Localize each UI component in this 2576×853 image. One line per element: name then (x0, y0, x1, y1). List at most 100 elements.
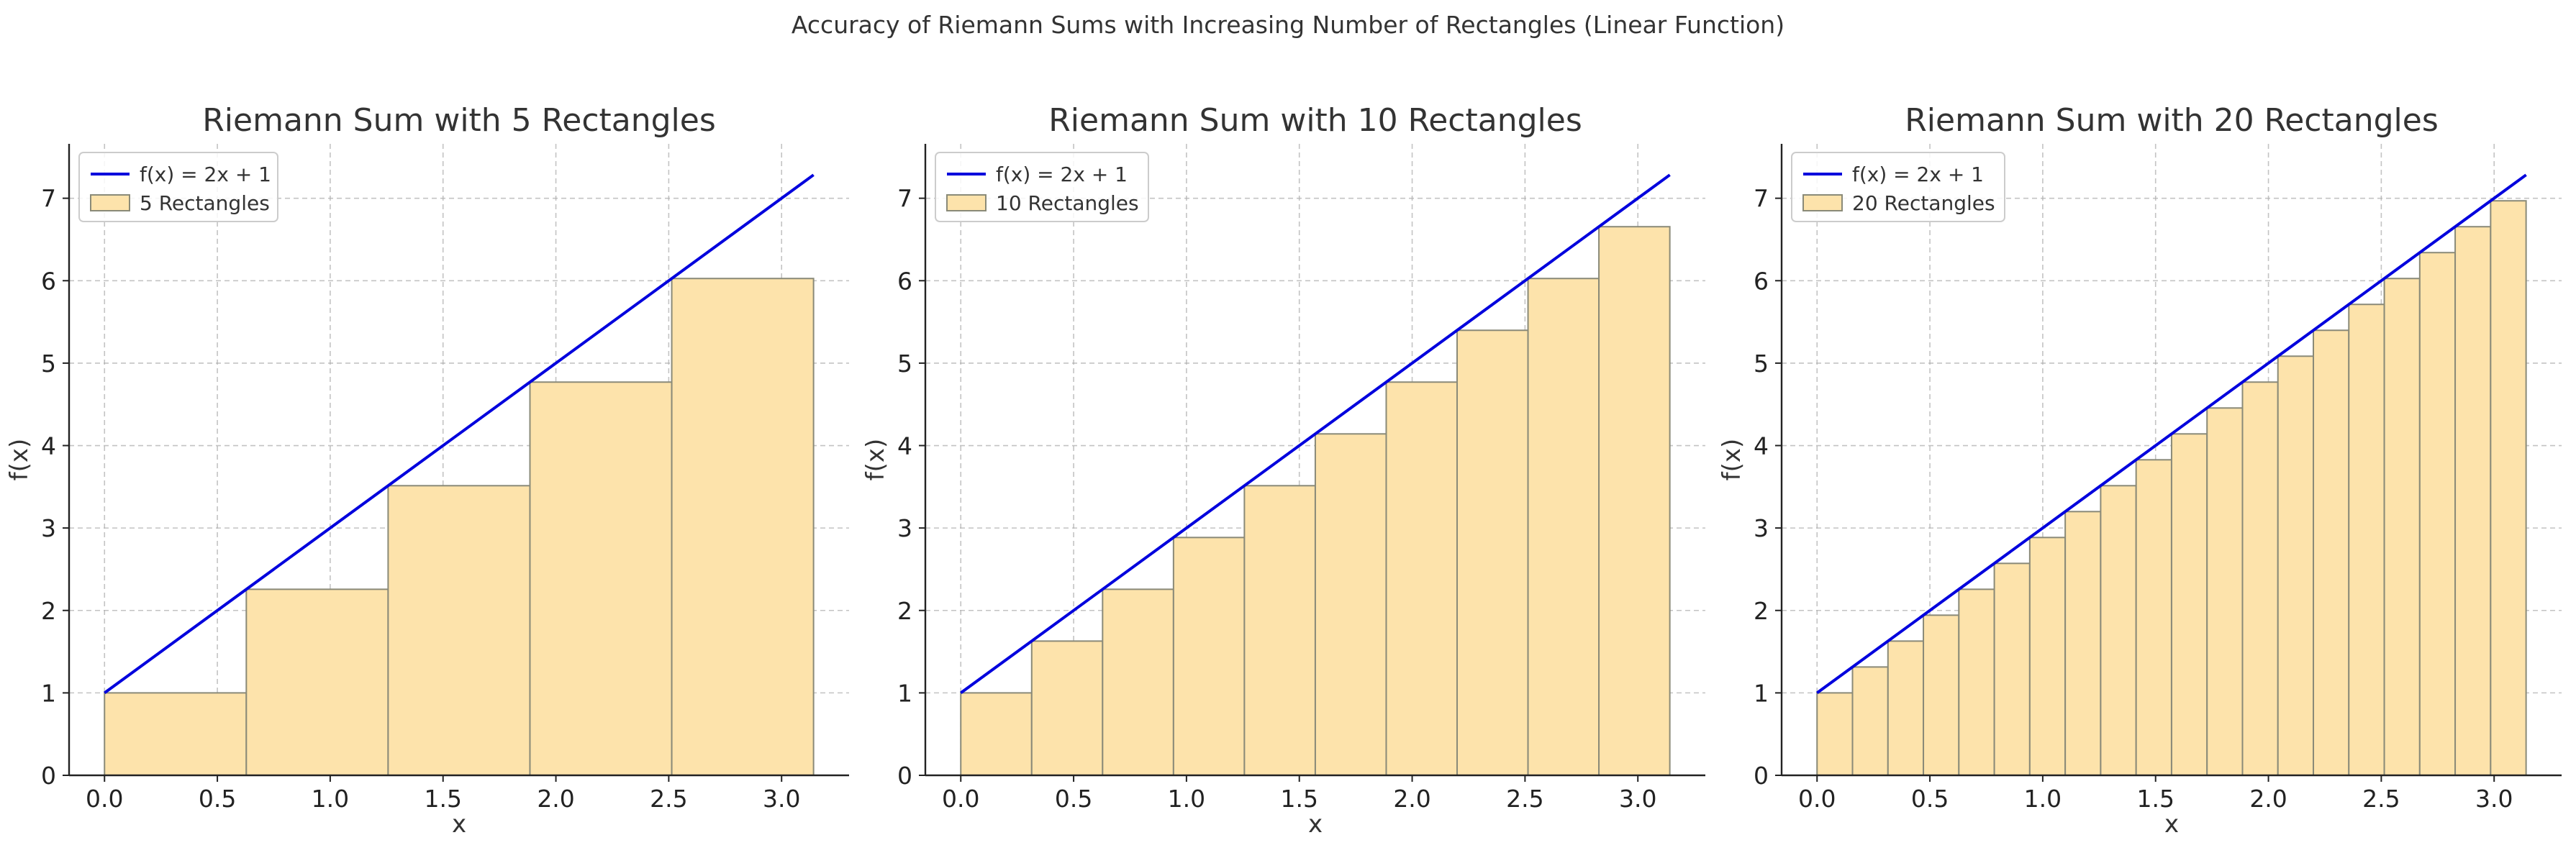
riemann-rectangle (1958, 588, 1995, 776)
legend-box (935, 152, 1149, 222)
riemann-rectangle (1923, 614, 1960, 776)
riemann-rectangle (1851, 666, 1889, 777)
x-tick-label: 1.5 (2136, 785, 2174, 813)
x-tick-label: 0.0 (942, 785, 979, 813)
y-tick-label: 7 (897, 185, 912, 213)
riemann-rectangle (1598, 226, 1671, 776)
x-tick-label: 2.0 (537, 785, 574, 813)
riemann-rectangles (104, 278, 815, 777)
function-line (960, 173, 1671, 694)
figure-suptitle: Accuracy of Riemann Sums with Increasing… (792, 11, 1784, 39)
legend-label-rectangles: 10 Rectangles (996, 191, 1139, 215)
riemann-rectangle (671, 278, 815, 776)
x-tick-label: 1.0 (2024, 785, 2062, 813)
riemann-rectangle (1456, 329, 1529, 776)
legend-label-function: f(x) = 2x + 1 (140, 163, 271, 186)
y-tick-label: 2 (897, 597, 912, 625)
riemann-rectangle (2170, 433, 2208, 777)
y-tick-label: 4 (41, 432, 56, 460)
riemann-rectangle (2277, 355, 2315, 776)
legend-label-function: f(x) = 2x + 1 (1852, 163, 1984, 186)
x-tick-label: 1.0 (312, 785, 349, 813)
y-tick-label: 5 (1754, 350, 1769, 378)
y-tick-label: 2 (1754, 597, 1769, 625)
function-line (1816, 173, 2527, 694)
riemann-rectangle (1030, 640, 1104, 776)
riemann-rectangle (1385, 381, 1459, 776)
panel-20-rectangles: 0.0 0.5 1.0 1.5 2.0 2.5 3.0 0 1 2 3 4 5 6 7 Riemann Sum… (1718, 102, 2562, 839)
x-tick-label: 3.0 (763, 785, 800, 813)
x-tick-label: 2.5 (650, 785, 687, 813)
x-axis-label: x (1308, 810, 1323, 839)
legend: f(x) = 2x + 1 5 Rectangles (78, 152, 278, 222)
riemann-rectangle (2383, 278, 2421, 776)
x-tick-label: 1.5 (1280, 785, 1318, 813)
legend: f(x) = 2x + 1 10 Rectangles (935, 152, 1149, 222)
riemann-rectangle (1527, 278, 1600, 776)
x-axis-label: x (452, 810, 466, 839)
riemann-rectangle (2454, 226, 2492, 776)
y-tick-label: 4 (897, 432, 912, 460)
riemann-rectangle (2313, 329, 2350, 776)
legend-rect-swatch (90, 194, 130, 211)
x-tick-label: 0.5 (1911, 785, 1949, 813)
y-tick-label: 1 (1754, 679, 1769, 707)
legend-label-function: f(x) = 2x + 1 (996, 163, 1128, 186)
x-tick-label: 0.5 (199, 785, 236, 813)
riemann-rectangle (1993, 562, 2031, 777)
riemann-rectangle (1314, 433, 1387, 777)
y-tick-label: 3 (41, 514, 56, 542)
legend-box (1791, 152, 2005, 222)
x-tick-label: 0.0 (86, 785, 123, 813)
legend-label-rectangles: 20 Rectangles (1852, 191, 1995, 215)
y-axis-label: f(x) (861, 439, 890, 481)
legend: f(x) = 2x + 1 20 Rectangles (1791, 152, 2005, 222)
riemann-rectangle (245, 588, 389, 776)
y-tick-label: 4 (1754, 432, 1769, 460)
riemann-rectangle (1172, 537, 1246, 777)
y-tick-label: 5 (41, 350, 56, 378)
y-tick-label: 6 (41, 267, 56, 295)
riemann-rectangle (2206, 407, 2244, 776)
y-tick-label: 6 (1754, 267, 1769, 295)
riemann-rectangle (387, 485, 531, 776)
y-axis-label: f(x) (1718, 439, 1746, 481)
y-tick-label: 1 (897, 679, 912, 707)
riemann-rectangles (960, 226, 1671, 777)
y-tick-label: 0 (41, 762, 56, 790)
function-line (104, 173, 815, 694)
legend-rect-swatch (1802, 194, 1843, 211)
x-tick-label: 2.0 (2249, 785, 2287, 813)
riemann-rectangles (1816, 200, 2527, 777)
x-tick-label: 0.5 (1055, 785, 1092, 813)
riemann-rectangle (2064, 511, 2102, 776)
y-tick-label: 3 (897, 514, 912, 542)
panel-title: Riemann Sum with 20 Rectangles (1905, 102, 2439, 139)
panel-title: Riemann Sum with 5 Rectangles (202, 102, 716, 139)
riemann-rectangle (1816, 692, 1854, 777)
riemann-rectangle (1887, 640, 1925, 776)
x-tick-label: 1.5 (424, 785, 461, 813)
y-tick-label: 0 (897, 762, 912, 790)
y-tick-label: 3 (1754, 514, 1769, 542)
y-tick-label: 6 (897, 267, 912, 295)
y-tick-label: 1 (41, 679, 56, 707)
riemann-rectangle (2028, 537, 2067, 777)
riemann-rectangle (2135, 459, 2172, 777)
x-tick-label: 0.0 (1798, 785, 1836, 813)
legend-label-rectangles: 5 Rectangles (140, 191, 270, 215)
y-tick-label: 2 (41, 597, 56, 625)
x-tick-label: 2.5 (2362, 785, 2400, 813)
x-tick-label: 1.0 (1168, 785, 1205, 813)
riemann-rectangle (104, 692, 248, 777)
riemann-rectangle (2241, 381, 2279, 776)
panel-10-rectangles: 0.0 0.5 1.0 1.5 2.0 2.5 3.0 0 1 2 3 4 5 6 7 Riemann Sum… (861, 102, 1705, 839)
y-tick-label: 5 (897, 350, 912, 378)
riemann-rectangle (2490, 200, 2527, 777)
y-tick-label: 7 (41, 185, 56, 213)
x-tick-label: 2.0 (1393, 785, 1430, 813)
x-tick-label: 3.0 (2475, 785, 2513, 813)
x-tick-label: 3.0 (1619, 785, 1656, 813)
legend-rect-swatch (946, 194, 987, 211)
